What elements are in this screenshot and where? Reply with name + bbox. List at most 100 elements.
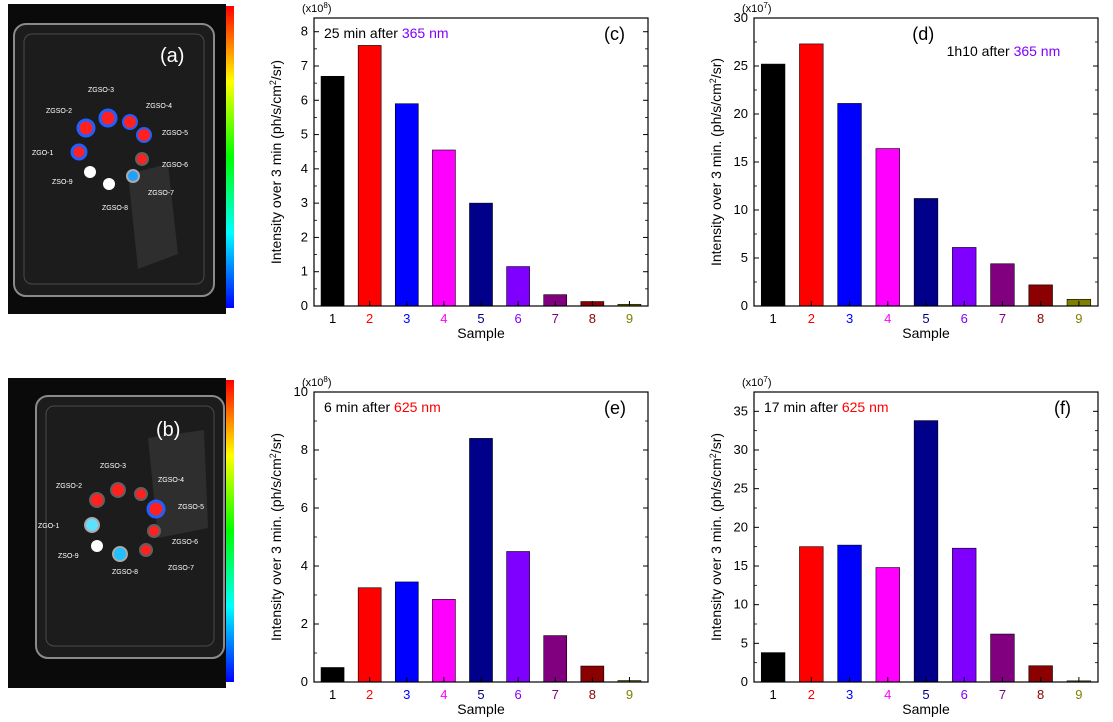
y-tick-label: 0 bbox=[301, 674, 308, 689]
x-axis-label: Sample bbox=[457, 325, 505, 341]
x-axis-label: Sample bbox=[457, 701, 505, 717]
photo-panel-a: (a) ZGSO-3 ZGSO-2 ZGSO-4 ZGSO-5 ZGO-1 ZG… bbox=[8, 4, 234, 314]
y-axis-label: Intensity over 3 min. (ph/s/cm2/sr) bbox=[708, 58, 724, 266]
x-tick-label: 8 bbox=[589, 311, 596, 326]
x-tick-label: 1 bbox=[329, 687, 336, 702]
x-tick-label: 6 bbox=[961, 311, 968, 326]
x-tick-label: 3 bbox=[403, 311, 410, 326]
x-tick-label: 5 bbox=[477, 311, 484, 326]
y-tick-label: 0 bbox=[741, 298, 748, 313]
y-tick-label: 6 bbox=[301, 92, 308, 107]
y-tick-label: 10 bbox=[734, 597, 748, 612]
colorbar bbox=[226, 6, 234, 308]
y-tick-label: 20 bbox=[734, 106, 748, 121]
y-tick-label: 5 bbox=[741, 250, 748, 265]
y-tick-label: 10 bbox=[734, 202, 748, 217]
y-tick-label: 25 bbox=[734, 481, 748, 496]
sample-label: ZGSO-3 bbox=[100, 463, 126, 470]
bar-chart-e: 1 2 3 4 5 6 7 8 9 0 2 4 6 8 10(x108) Sample Intensity ov… bbox=[268, 375, 649, 717]
y-axis-label: Intensity over 3 min (ph/s/cm2/sr) bbox=[268, 60, 284, 264]
bar bbox=[837, 103, 862, 307]
y-tick-label: 4 bbox=[301, 558, 308, 573]
y-tick-label: 15 bbox=[734, 558, 748, 573]
bar bbox=[357, 587, 382, 683]
bar bbox=[875, 148, 900, 307]
x-axis-label: Sample bbox=[902, 701, 950, 717]
y-tick-label: 7 bbox=[301, 58, 308, 73]
sample-label: ZGSO-2 bbox=[56, 483, 82, 490]
bar bbox=[799, 43, 824, 307]
sample-label: ZGSO-2 bbox=[46, 108, 72, 115]
sample-label: ZGSO-5 bbox=[162, 130, 188, 137]
x-tick-label: 4 bbox=[440, 687, 447, 702]
bar-chart-d: 1 2 3 4 5 6 7 8 9 0 5 10 15 20 25 30(x107) Sample Intensi… bbox=[708, 1, 1099, 341]
y-tick-label: 5 bbox=[301, 127, 308, 142]
y-tick-label: 3 bbox=[301, 195, 308, 210]
bar bbox=[990, 633, 1015, 683]
x-tick-label: 7 bbox=[999, 311, 1006, 326]
x-tick-label: 9 bbox=[1075, 687, 1082, 702]
bar bbox=[990, 263, 1015, 307]
y-tick-label: 10 bbox=[294, 384, 308, 399]
x-tick-label: 2 bbox=[808, 311, 815, 326]
x-tick-label: 2 bbox=[808, 687, 815, 702]
y-axis-label: Intensity over 3 min. (ph/s/cm2/sr) bbox=[708, 433, 724, 641]
y-tick-label: 20 bbox=[734, 519, 748, 534]
x-tick-label: 5 bbox=[922, 687, 929, 702]
bar bbox=[357, 45, 382, 307]
y-tick-label: 30 bbox=[734, 442, 748, 457]
bar bbox=[469, 438, 493, 683]
x-tick-label: 7 bbox=[999, 687, 1006, 702]
plot-frame bbox=[753, 391, 1099, 683]
panel-tag: (c) bbox=[604, 24, 625, 44]
sample-spots-b bbox=[84, 482, 166, 562]
x-tick-label: 9 bbox=[626, 311, 633, 326]
axis-multiplier: (x108) bbox=[302, 1, 332, 15]
y-tick-label: 2 bbox=[301, 229, 308, 244]
plot-frame bbox=[313, 17, 649, 307]
x-tick-label: 6 bbox=[514, 687, 521, 702]
sample-label: ZGSO-7 bbox=[148, 190, 174, 197]
sample-label: ZGSO-8 bbox=[102, 205, 128, 212]
bar-chart-c: 1 2 3 4 5 6 7 8 9 0 1 2 3 4 5 6 7 8 (x108) Sample Intensity … bbox=[268, 1, 649, 341]
x-axis-label: Sample bbox=[902, 325, 950, 341]
x-tick-label: 9 bbox=[626, 687, 633, 702]
bar bbox=[799, 546, 824, 683]
bar bbox=[320, 75, 345, 307]
sample-label: ZGO-1 bbox=[38, 523, 59, 530]
panel-tag-b: (b) bbox=[156, 419, 180, 441]
sample-spots-a bbox=[70, 108, 152, 190]
x-tick-label: 1 bbox=[329, 311, 336, 326]
y-tick-label: 5 bbox=[741, 635, 748, 650]
x-tick-label: 3 bbox=[846, 687, 853, 702]
y-tick-label: 8 bbox=[301, 24, 308, 39]
y-tick-label: 4 bbox=[301, 161, 308, 176]
x-tick-label: 1 bbox=[769, 687, 776, 702]
bar bbox=[506, 551, 530, 683]
y-tick-label: 6 bbox=[301, 500, 308, 515]
y-tick-label: 8 bbox=[301, 442, 308, 457]
bar bbox=[952, 547, 977, 683]
sample-label: ZSO-9 bbox=[58, 553, 79, 560]
y-tick-label: 2 bbox=[301, 616, 308, 631]
axis-multiplier: (x107) bbox=[742, 1, 772, 15]
sample-label: ZGSO-4 bbox=[146, 103, 172, 110]
colorbar bbox=[226, 380, 234, 682]
x-tick-label: 1 bbox=[769, 311, 776, 326]
photo-panel-b: (b) ZGSO-3 ZGSO-2 ZGSO-4 ZGSO-5 ZGO-1 ZG… bbox=[8, 378, 234, 688]
panel-tag: (d) bbox=[912, 24, 934, 44]
x-tick-label: 8 bbox=[1037, 311, 1044, 326]
x-tick-label: 5 bbox=[477, 687, 484, 702]
bar bbox=[913, 198, 939, 307]
bar bbox=[913, 420, 939, 683]
bar bbox=[432, 599, 456, 683]
sample-label: ZSO-9 bbox=[52, 179, 73, 186]
x-tick-label: 8 bbox=[1037, 687, 1044, 702]
bar bbox=[506, 266, 530, 307]
sample-label: ZGO-1 bbox=[32, 150, 53, 157]
x-tick-label: 3 bbox=[846, 311, 853, 326]
panel-tag: (f) bbox=[1054, 398, 1071, 418]
x-tick-label: 2 bbox=[366, 311, 373, 326]
bar bbox=[432, 149, 456, 307]
axis-multiplier: (x108) bbox=[302, 375, 332, 389]
